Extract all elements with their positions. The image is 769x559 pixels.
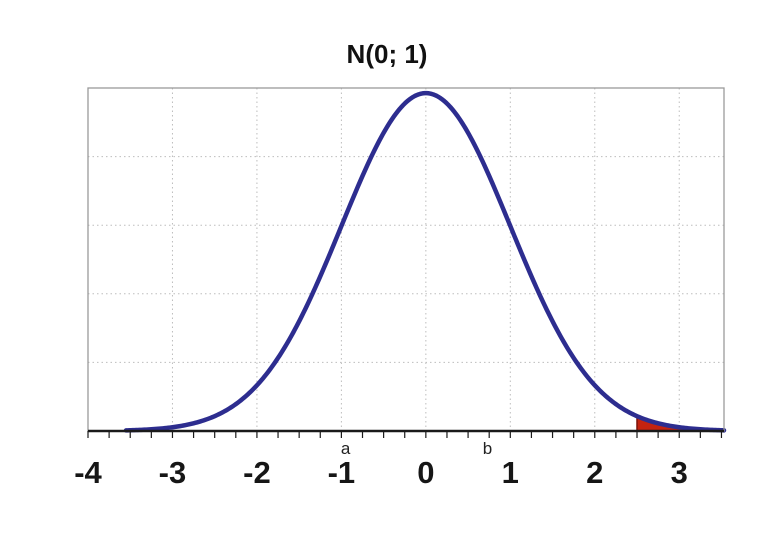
point-label-a: a [341, 439, 351, 458]
x-tick-label: 0 [417, 455, 434, 490]
curve-path [123, 90, 727, 433]
plot-border [87, 87, 725, 432]
chart-title: N(0; 1) [347, 39, 428, 69]
density-curve [123, 90, 727, 433]
point-label-b: b [483, 439, 492, 458]
x-tick-label: 2 [586, 455, 603, 490]
x-tick-labels: -4 -3 -2 -1 0 1 2 3 [74, 455, 688, 490]
x-tick-label: -1 [328, 455, 356, 490]
gridlines [88, 88, 724, 431]
x-tick-label: 1 [502, 455, 519, 490]
x-axis [87, 429, 724, 438]
x-tick-label: -3 [159, 455, 187, 490]
x-tick-label: -2 [243, 455, 271, 490]
plot-border-rect [87, 87, 725, 432]
x-tick-label: -4 [74, 455, 102, 490]
x-tick-label: 3 [671, 455, 688, 490]
